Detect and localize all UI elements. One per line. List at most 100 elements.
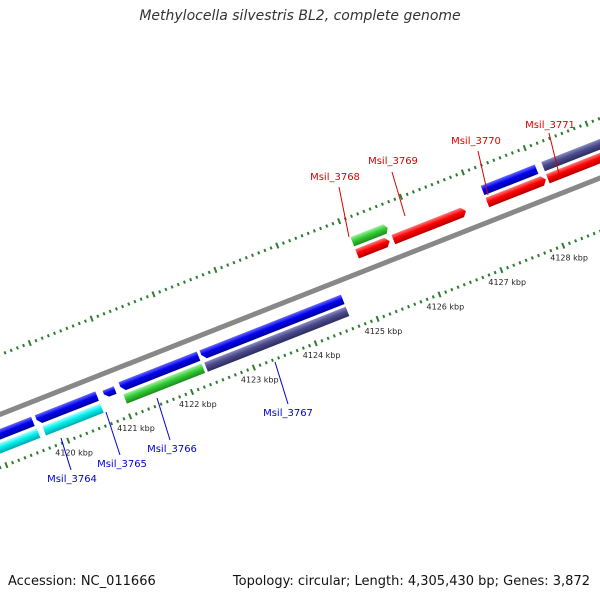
tick-label: 4126 kbp [427,302,465,311]
minor-tick [486,160,490,165]
minor-tick [238,258,242,262]
cds-feature [485,176,546,208]
minor-tick [79,434,83,438]
minor-tick [306,231,310,236]
minor-tick [351,326,355,331]
minor-tick [65,326,69,331]
minor-tick [288,238,292,243]
minor-tick [147,407,151,411]
minor-tick [506,265,510,270]
minor-tick [11,460,15,465]
minor-tick [46,333,50,338]
minor-tick [455,173,459,177]
minor-tick [178,395,182,399]
minor-tick [512,263,516,268]
cds-feature [0,428,41,463]
genome-summary-text: Topology: circular; Length: 4,305,430 bp… [232,574,590,589]
cds-feature [545,146,600,184]
major-tick [499,266,504,274]
minor-tick [240,370,243,375]
minor-tick [40,336,44,340]
gene-label: Msil_3771 [525,120,575,131]
minor-tick [182,280,186,284]
minor-tick [258,363,262,367]
tick-label: 4123 kbp [241,375,279,384]
plus-strand-features [350,134,600,259]
minor-tick [492,158,496,163]
minor-tick [312,229,316,233]
leader-line [391,171,406,217]
minor-tick [586,234,590,238]
minor-tick [114,307,118,311]
minor-tick [77,321,81,326]
map-title: Methylocella silvestris BL2, complete ge… [139,8,461,24]
minor-tick [220,265,224,270]
minor-tick [139,297,143,301]
minor-tick [431,295,435,299]
minor-tick [481,275,485,280]
minor-tick [227,375,231,380]
cds-feature [34,391,99,424]
minor-tick [567,241,571,246]
minor-tick [48,446,52,450]
minor-tick [221,378,225,382]
minor-tick [91,429,95,433]
minor-tick [71,324,75,328]
minor-tick [176,282,180,287]
minor-tick [201,273,205,277]
tick-label: 4122 kbp [179,400,217,409]
tick-label: 4128 kbp [550,254,588,263]
minor-tick [153,404,157,409]
minor-tick [54,443,58,448]
minor-tick [591,119,595,124]
minor-tick [295,348,299,353]
minor-tick [232,260,236,265]
minor-tick [34,338,38,343]
leader-line [548,132,561,179]
minor-tick [29,453,33,458]
major-tick [213,266,218,274]
minor-tick [85,431,89,436]
minor-tick [325,224,329,228]
minor-tick [380,202,384,206]
minor-tick [164,287,168,292]
minor-tick [170,285,174,289]
minor-tick [560,131,564,136]
minor-tick [264,360,268,365]
minor-tick [108,309,112,314]
minus-strand-features [0,294,350,463]
minor-tick [572,126,576,131]
minor-tick [350,214,353,219]
minor-tick [549,248,553,253]
minor-tick [419,300,423,304]
minor-tick [158,290,162,294]
minor-tick [215,380,219,384]
minor-tick [487,273,491,277]
minor-tick [393,197,397,201]
minor-tick [418,187,422,192]
minor-tick [171,397,175,402]
gene-label: Msil_3770 [451,136,501,147]
minor-tick [102,312,106,316]
minor-tick [592,231,596,236]
major-tick [561,242,566,249]
minor-tick [468,280,472,285]
minor-tick [300,234,304,238]
minor-tick [450,287,454,292]
minor-tick [263,248,267,253]
major-tick [313,340,318,347]
tick-label: 4125 kbp [365,327,403,336]
minor-tick [159,402,163,406]
minor-tick [369,319,373,324]
minor-tick [134,412,138,416]
minor-tick [362,209,366,214]
minor-tick [517,148,521,153]
minor-tick [473,165,477,170]
minor-tick [554,134,558,138]
minor-tick [294,236,298,240]
minor-tick [356,212,360,216]
minor-tick [196,387,200,392]
minor-tick [498,156,502,160]
minor-tick [165,399,169,404]
